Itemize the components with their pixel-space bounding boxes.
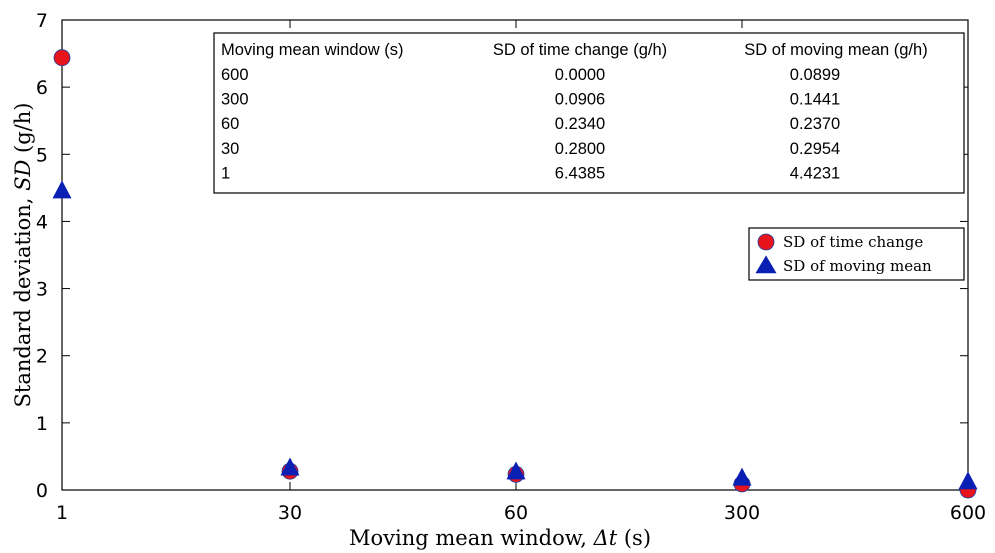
- y-tick-label: 4: [36, 211, 48, 233]
- table-cell-time-change: 6.4385: [555, 164, 605, 182]
- table-cell-time-change: 0.0906: [555, 91, 605, 109]
- y-tick-label: 2: [36, 346, 48, 368]
- legend: SD of time change SD of moving mean: [748, 227, 965, 281]
- table-cell-moving-mean: 0.1441: [790, 91, 840, 109]
- point-moving-mean: [958, 471, 978, 490]
- y-axis: 0 1 2 3 4 5 6 7: [36, 10, 968, 502]
- table-cell-moving-mean: 0.2370: [790, 115, 840, 133]
- table-cell-time-change: 0.0000: [555, 66, 605, 84]
- table-cell-time-change: 0.2340: [555, 115, 605, 133]
- data-points: [52, 49, 978, 499]
- legend-label-moving-mean: SD of moving mean: [783, 257, 932, 275]
- table-header-window: Moving mean window (s): [221, 41, 403, 59]
- point-moving-mean: [280, 457, 300, 476]
- legend-label-time-change: SD of time change: [783, 233, 923, 251]
- x-tick-label: 600: [950, 502, 986, 524]
- y-axis-label: Standard deviation, SD (g/h): [11, 103, 35, 408]
- table-rows: 600 0.0000 0.0899 300 0.0906 0.1441 60 0.2340 0.…: [221, 66, 840, 182]
- table-cell-window: 1: [221, 164, 230, 182]
- table-cell-window: 60: [221, 115, 239, 133]
- x-axis-label: Moving mean window, Δt (s): [349, 526, 651, 550]
- x-axis: 1 30 60 300 600: [56, 20, 986, 524]
- x-tick-label: 1: [56, 502, 68, 524]
- legend-box: [748, 227, 965, 281]
- table-cell-moving-mean: 0.2954: [790, 140, 840, 158]
- y-tick-label: 1: [36, 413, 48, 435]
- point-time-change: [53, 49, 71, 67]
- table-header-moving-mean: SD of moving mean (g/h): [744, 41, 927, 59]
- y-tick-label: 6: [36, 77, 48, 99]
- point-moving-mean: [52, 180, 72, 199]
- data-table: Moving mean window (s) SD of time change…: [213, 32, 965, 194]
- y-tick-label: 7: [36, 10, 48, 32]
- y-tick-label: 5: [36, 144, 48, 166]
- point-moving-mean: [732, 467, 752, 486]
- table-cell-moving-mean: 4.4231: [790, 164, 840, 182]
- table-cell-window: 300: [221, 91, 249, 109]
- legend-marker-time-change: [757, 233, 775, 251]
- y-tick-label: 0: [36, 480, 48, 502]
- legend-marker-moving-mean: [755, 255, 777, 274]
- table-cell-moving-mean: 0.0899: [790, 66, 840, 84]
- table-cell-window: 600: [221, 66, 249, 84]
- x-tick-label: 30: [278, 502, 302, 524]
- x-tick-label: 300: [724, 502, 760, 524]
- point-moving-mean: [506, 461, 526, 480]
- table-cell-window: 30: [221, 140, 239, 158]
- data-table-box: [213, 32, 965, 194]
- table-header-time-change: SD of time change (g/h): [493, 41, 667, 59]
- x-tick-label: 60: [504, 502, 528, 524]
- table-cell-time-change: 0.2800: [555, 140, 605, 158]
- y-tick-label: 3: [36, 279, 48, 301]
